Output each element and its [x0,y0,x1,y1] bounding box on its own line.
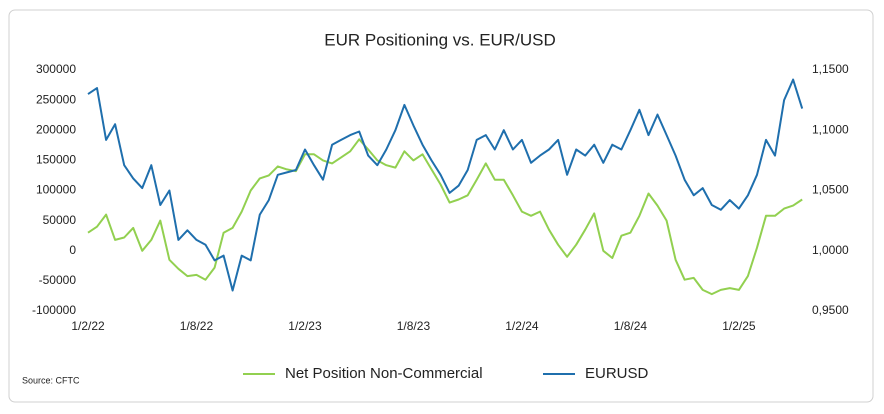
y2-tick-label: 0,9500 [812,303,849,317]
chart-frame [8,9,874,403]
y-tick-label: 100000 [36,183,76,197]
x-tick-label: 1/8/23 [397,319,431,333]
legend-label: EURUSD [585,365,649,382]
y-tick-label: 300000 [36,62,76,76]
y-tick-label: 150000 [36,153,76,167]
source: Source: CFTC [22,375,80,385]
x-tick-label: 1/2/22 [71,319,105,333]
series-line [87,138,803,296]
y2-tick-label: 1,0000 [812,243,849,257]
y-tick-label: 0 [69,243,76,257]
y-tick-label: -100000 [32,303,76,317]
series-line [87,78,804,292]
y2-tick-label: 1,0500 [812,183,849,197]
y-tick-label: -50000 [39,273,77,287]
y2-tick-label: 1,1000 [812,122,849,136]
x-tick-label: 1/2/24 [505,319,539,333]
x-tick-label: 1/8/22 [180,319,214,333]
x-tick-label: 1/2/23 [288,319,322,333]
legend-label: Net Position Non-Commercial [285,365,483,382]
y-tick-label: 250000 [36,92,76,106]
x-tick-label: 1/2/25 [722,319,756,333]
y-tick-label: 200000 [36,122,76,136]
chart-title: EUR Positioning vs. EUR/USD [324,30,555,49]
y2-tick-label: 1,1500 [812,62,849,76]
y-tick-label: 50000 [43,213,77,227]
x-tick-label: 1/8/24 [614,319,648,333]
